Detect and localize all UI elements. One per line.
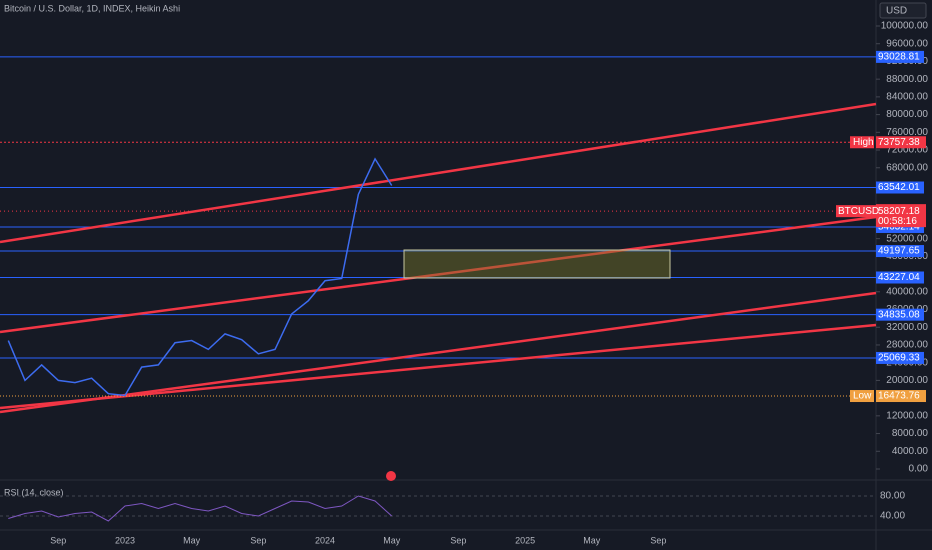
trend-line: [0, 215, 877, 334]
event-icon[interactable]: [386, 471, 396, 481]
x-tick-label: 2025: [515, 535, 535, 545]
marker-name-tag: [850, 390, 874, 403]
y-tick-label: 40000.00: [886, 286, 928, 297]
level-label: 34835.08: [878, 309, 920, 320]
level-label: 63542.01: [878, 182, 920, 193]
marker-name: High: [853, 137, 874, 148]
level-tag: [876, 351, 924, 364]
marker-tag: [876, 136, 926, 149]
y-tick-label: 76000.00: [886, 127, 928, 138]
x-tick-label: Sep: [250, 535, 266, 545]
y-tick-label: 12000.00: [886, 410, 928, 421]
y-tick-label: 28000.00: [886, 340, 928, 351]
x-tick-label: 2023: [115, 535, 135, 545]
level-label: 93028.81: [878, 52, 920, 63]
marker-value: 16473.76: [878, 391, 920, 402]
countdown: 00:58:16: [878, 216, 917, 227]
rsi-title: RSI (14, close): [4, 487, 64, 497]
level-label: 43227.04: [878, 272, 920, 283]
last-tag: [876, 205, 926, 228]
y-tick-label: 88000.00: [886, 74, 928, 85]
marker-tag: [876, 390, 926, 403]
price-line: [7, 157, 393, 397]
x-tick-label: May: [583, 535, 601, 545]
x-tick-label: May: [383, 535, 401, 545]
y-tick-label: 20000.00: [886, 375, 928, 386]
marker-name-tag: [850, 136, 874, 149]
symbol-label: BTCUSD: [838, 206, 879, 217]
currency: USD: [886, 6, 907, 17]
level-tag: [876, 271, 924, 284]
rsi-line: [8, 495, 393, 522]
y-tick-label: 4000.00: [892, 446, 929, 457]
symbol-tag: [836, 205, 876, 218]
currency-box[interactable]: [879, 2, 927, 19]
y-tick-label: 80000.00: [886, 109, 928, 120]
x-tick-label: Sep: [650, 535, 666, 545]
zone-rectangle: [403, 249, 671, 279]
x-tick-label: Sep: [450, 535, 466, 545]
symbol-title: Bitcoin / U.S. Dollar, 1D, INDEX, Heikin…: [4, 3, 180, 13]
marker-value: 73757.38: [878, 137, 920, 148]
y-tick-label: 0.00: [909, 464, 929, 475]
x-tick-label: May: [183, 535, 201, 545]
trend-line: [0, 323, 877, 410]
trend-line: [0, 102, 877, 244]
level-tag: [876, 181, 924, 194]
rsi-tick-label: 40.00: [880, 511, 905, 522]
y-tick-label: 84000.00: [886, 92, 928, 103]
trend-line: [0, 291, 877, 414]
level-tag: [876, 50, 924, 63]
y-tick-label: 52000.00: [886, 233, 928, 244]
y-tick-label: 72000.00: [886, 145, 928, 156]
rsi-tick-label: 80.00: [880, 491, 905, 502]
level-label: 49197.65: [878, 246, 920, 257]
last-value: 58207.18: [878, 206, 920, 217]
y-tick-label: 100000.00: [881, 21, 929, 32]
level-label: 25069.33: [878, 353, 920, 364]
y-tick-label: 32000.00: [886, 322, 928, 333]
y-tick-label: 8000.00: [892, 428, 929, 439]
y-tick-label: 68000.00: [886, 162, 928, 173]
level-tag: [876, 245, 924, 258]
marker-name: Low: [853, 391, 872, 402]
y-tick-label: 96000.00: [886, 38, 928, 49]
x-tick-label: Sep: [50, 535, 66, 545]
level-tag: [876, 308, 924, 321]
x-tick-label: 2024: [315, 535, 335, 545]
